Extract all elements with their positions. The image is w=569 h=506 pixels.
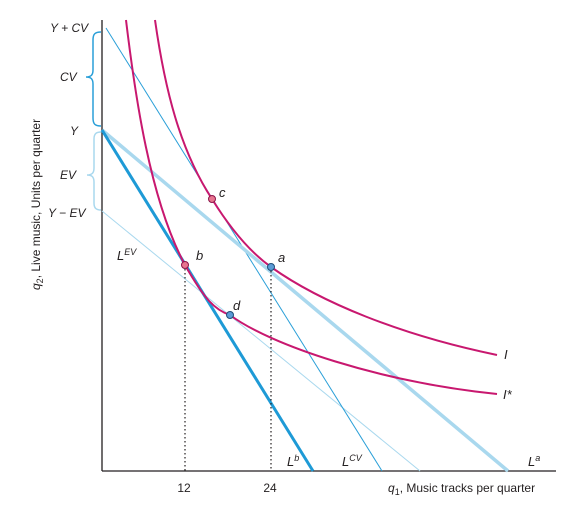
budget-label-lcv: LCV bbox=[342, 453, 363, 469]
point-c-label: c bbox=[219, 185, 226, 200]
x-tick-label-24: 24 bbox=[263, 481, 277, 495]
budget-label-lev: LEV bbox=[117, 247, 137, 263]
budget-label-lb: Lb bbox=[287, 453, 299, 469]
point-c bbox=[208, 195, 216, 203]
y-marker-y-minus-ev: Y − EV bbox=[48, 206, 86, 220]
point-d-label: d bbox=[233, 298, 241, 313]
budget-line-ev bbox=[101, 210, 421, 472]
point-a-label: a bbox=[278, 250, 285, 265]
ev-brace bbox=[86, 131, 102, 211]
ev-brace-label: EV bbox=[60, 168, 77, 182]
cv-brace-label: CV bbox=[60, 70, 78, 84]
x-axis-title: q1, Music tracks per quarter bbox=[388, 481, 535, 497]
y-axis-title: q2, Live music, Units per quarter bbox=[29, 119, 45, 290]
budget-line-la bbox=[100, 128, 510, 473]
indifference-curve-i bbox=[154, 19, 498, 356]
indifference-curve-i-star bbox=[125, 19, 498, 395]
y-marker-y: Y bbox=[70, 124, 79, 138]
cv-brace bbox=[85, 31, 102, 127]
budget-label-la: La bbox=[528, 453, 540, 469]
y-marker-y-plus-cv: Y + CV bbox=[50, 21, 89, 35]
curve-label-i: I bbox=[504, 347, 508, 362]
point-b bbox=[181, 261, 189, 269]
point-b-label: b bbox=[196, 248, 203, 263]
point-d bbox=[226, 311, 234, 319]
curve-label-i-star: I* bbox=[503, 387, 513, 402]
point-a bbox=[267, 263, 275, 271]
x-tick-label-12: 12 bbox=[177, 481, 191, 495]
